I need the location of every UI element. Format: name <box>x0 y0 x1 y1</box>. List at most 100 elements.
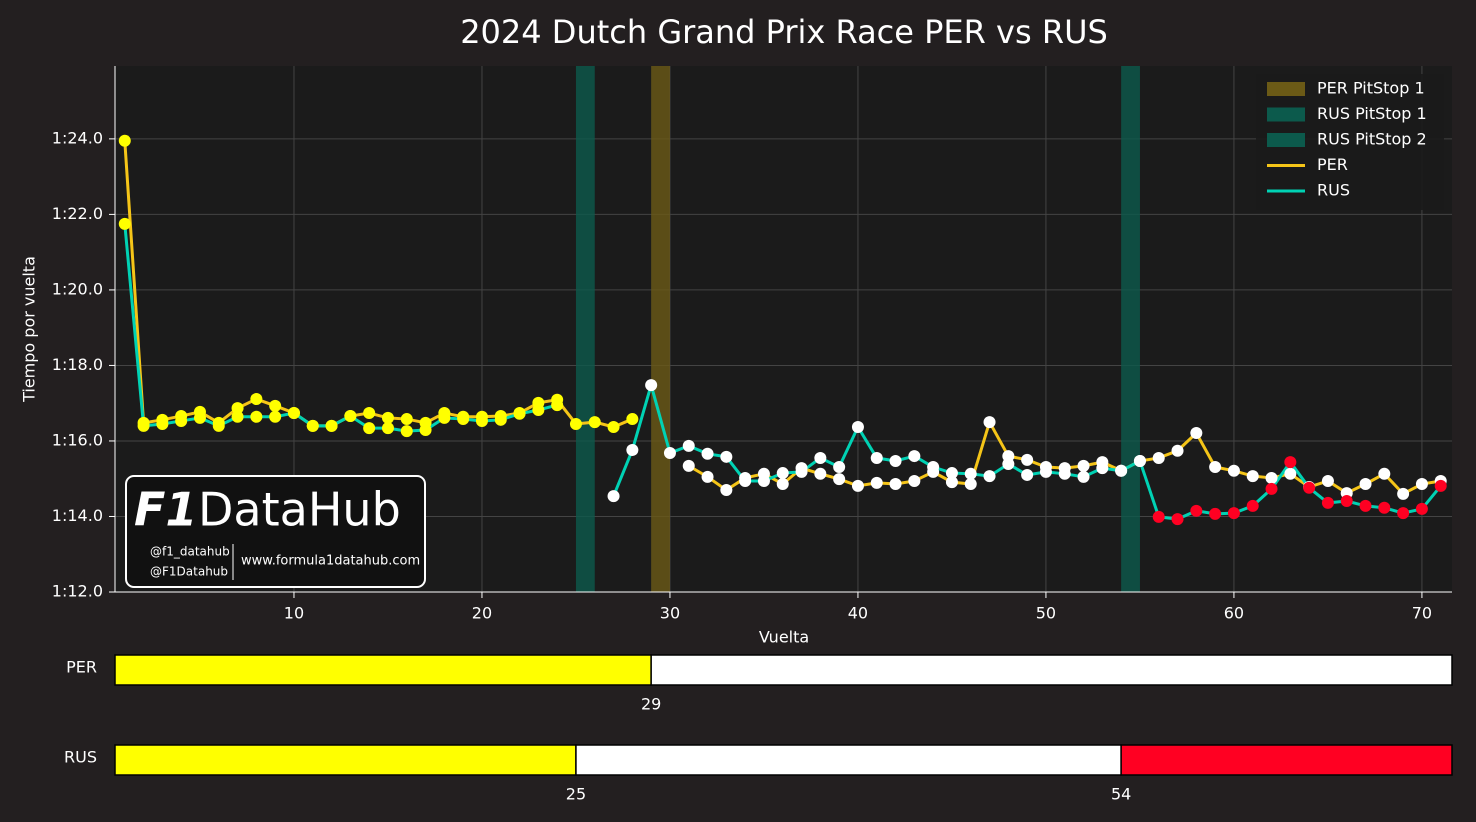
lap-marker <box>663 447 676 460</box>
lap-marker <box>1209 461 1222 474</box>
lap-marker <box>720 450 733 463</box>
lap-marker <box>1227 464 1240 477</box>
legend-label: RUS <box>1317 181 1350 200</box>
lap-marker <box>1246 470 1259 483</box>
lap-marker <box>1415 478 1428 491</box>
lap-marker <box>569 417 582 430</box>
x-tick-label: 60 <box>1224 604 1244 623</box>
stint-driver-label: RUS <box>64 748 97 767</box>
lap-marker <box>1284 467 1297 480</box>
lap-marker <box>156 417 169 430</box>
lap-marker <box>814 451 827 464</box>
y-tick-label: 1:12.0 <box>52 582 103 601</box>
lap-marker <box>551 399 564 412</box>
lap-marker <box>1415 502 1428 515</box>
lap-marker <box>1227 507 1240 520</box>
lap-marker <box>494 413 507 426</box>
lap-marker <box>607 490 620 503</box>
x-tick-label: 40 <box>848 604 868 623</box>
pit-stop-band <box>575 66 595 592</box>
lap-marker <box>400 413 413 426</box>
lap-marker <box>682 459 695 472</box>
x-tick-label: 20 <box>472 604 492 623</box>
lap-marker <box>1246 499 1259 512</box>
lap-marker <box>814 467 827 480</box>
lap-marker <box>645 379 658 392</box>
lap-marker <box>720 484 733 497</box>
lap-marker <box>1077 470 1090 483</box>
lap-marker <box>945 476 958 489</box>
lap-marker <box>1002 457 1015 470</box>
y-tick-label: 1:16.0 <box>52 430 103 449</box>
lap-marker <box>1077 459 1090 472</box>
lap-marker <box>607 420 620 433</box>
lap-marker <box>1152 451 1165 464</box>
lap-marker <box>870 451 883 464</box>
y-axis-label: Tiempo por vuelta <box>20 256 39 403</box>
lap-marker <box>118 217 131 230</box>
lap-marker <box>1284 456 1297 469</box>
legend-label: RUS PitStop 2 <box>1317 130 1427 149</box>
stint-bar <box>575 744 1122 776</box>
pit-stop-band <box>651 66 670 592</box>
stint-bar <box>114 654 652 686</box>
lap-marker <box>381 411 394 424</box>
lap-marker <box>250 410 263 423</box>
lap-marker <box>175 414 188 427</box>
chart-title: 2024 Dutch Grand Prix Race PER vs RUS <box>460 13 1108 51</box>
legend-swatch <box>1267 107 1305 122</box>
lap-marker <box>964 478 977 491</box>
watermark-f1: F1 <box>134 483 197 537</box>
lap-marker <box>1265 471 1278 484</box>
legend-swatch <box>1267 82 1305 96</box>
lap-marker <box>833 461 846 474</box>
watermark-x: @F1Datahub <box>150 565 228 579</box>
legend-swatch <box>1267 133 1305 147</box>
lap-marker <box>776 467 789 480</box>
y-tick-label: 1:20.0 <box>52 279 103 298</box>
lap-marker <box>889 454 902 467</box>
lap-marker <box>269 410 282 423</box>
lap-marker <box>1265 482 1278 495</box>
lap-marker <box>1096 462 1109 475</box>
lap-marker <box>457 413 470 426</box>
legend: PER PitStop 1 RUS PitStop 1 RUS PitStop 2 P… <box>1256 74 1444 210</box>
lap-marker <box>983 416 996 429</box>
lap-marker <box>1434 479 1447 492</box>
legend-label: RUS PitStop 1 <box>1317 104 1427 123</box>
lap-marker <box>851 420 864 433</box>
lap-marker <box>833 473 846 486</box>
lap-marker <box>306 419 319 432</box>
lap-marker <box>1378 501 1391 514</box>
lap-marker <box>1378 467 1391 480</box>
lap-marker <box>739 474 752 487</box>
watermark-box <box>125 475 426 588</box>
y-tick-label: 1:22.0 <box>52 204 103 223</box>
x-tick-label: 70 <box>1412 604 1432 623</box>
lap-marker <box>701 470 714 483</box>
lap-marker <box>983 470 996 483</box>
lap-marker <box>1021 453 1034 466</box>
lap-marker <box>682 439 695 452</box>
stint-boundary-label: 29 <box>641 695 661 714</box>
lap-marker <box>513 407 526 420</box>
lap-marker <box>1340 494 1353 507</box>
watermark-instagram: @f1_datahub <box>150 545 230 559</box>
lap-marker <box>1021 468 1034 481</box>
lap-marker <box>964 467 977 480</box>
lap-marker <box>400 425 413 438</box>
lap-marker <box>1039 465 1052 478</box>
y-tick-label: 1:14.0 <box>52 506 103 525</box>
lap-marker <box>945 467 958 480</box>
lap-marker <box>1133 454 1146 467</box>
lap-marker <box>250 393 263 406</box>
lap-marker <box>1171 444 1184 457</box>
lap-marker <box>1397 507 1410 520</box>
lap-marker <box>795 465 808 478</box>
lap-marker <box>1190 504 1203 517</box>
stint-bar <box>650 654 1453 686</box>
lap-marker <box>1171 513 1184 526</box>
lap-marker <box>776 478 789 491</box>
lap-marker <box>1321 474 1334 487</box>
